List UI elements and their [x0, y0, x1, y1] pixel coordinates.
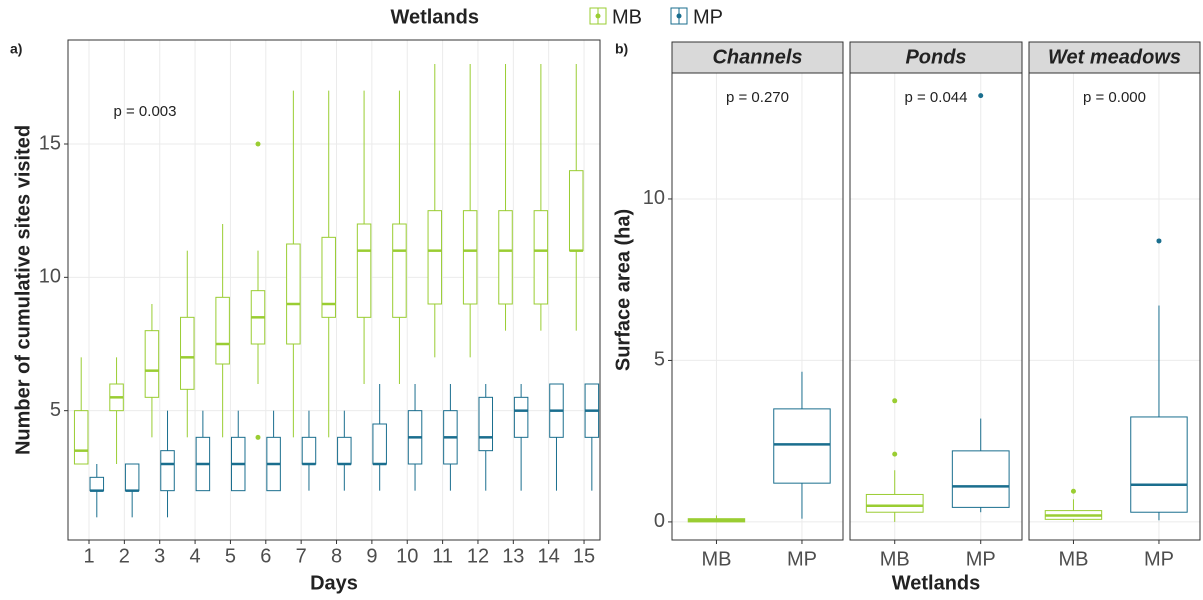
x-tick-label: 7 — [296, 545, 307, 567]
box — [513, 396, 529, 438]
box — [568, 170, 584, 252]
outlier — [255, 141, 261, 147]
outlier — [892, 398, 898, 404]
box — [462, 210, 478, 305]
x-tick-label: MB — [880, 548, 910, 570]
x-tick-label: MP — [966, 548, 996, 570]
x-tick-label: MP — [787, 548, 817, 570]
panel-label: a) — [10, 41, 22, 57]
box — [478, 396, 494, 452]
y-tick-label: 15 — [39, 132, 61, 154]
x-tick-label: 1 — [83, 545, 94, 567]
y-tick-label: 10 — [39, 266, 61, 288]
y-axis-title: Number of cumulative sites visited — [12, 125, 34, 455]
x-tick-label: 2 — [119, 545, 130, 567]
legend-key — [595, 13, 601, 19]
box — [1130, 416, 1188, 513]
facet-title: Channels — [712, 46, 802, 68]
outlier — [892, 451, 898, 457]
box — [498, 210, 513, 305]
facet-strip — [849, 41, 1023, 74]
x-tick-label: 15 — [573, 545, 595, 567]
x-tick-label: 12 — [467, 545, 489, 567]
x-tick-label: 10 — [396, 545, 418, 567]
box — [215, 296, 230, 365]
annotation: p = 0.044 — [905, 89, 968, 106]
annotation: p = 0.270 — [726, 89, 789, 106]
x-tick-label: MP — [1144, 548, 1174, 570]
x-tick-label: 5 — [225, 545, 236, 567]
annotation: p = 0.000 — [1083, 89, 1146, 106]
box — [301, 436, 317, 465]
box — [180, 316, 195, 390]
y-tick-label: 0 — [654, 510, 665, 532]
y-tick-label: 5 — [654, 349, 665, 371]
box — [321, 236, 336, 318]
box — [392, 223, 407, 318]
annotation: p = 0.003 — [114, 103, 177, 120]
facet-strip — [1028, 41, 1201, 74]
facet-strip — [671, 41, 844, 74]
box — [73, 410, 89, 465]
y-tick-label: 10 — [643, 187, 665, 209]
outlier — [255, 434, 261, 440]
legend-title: Wetlands — [390, 6, 479, 28]
legend-label: MB — [612, 6, 642, 28]
box — [89, 476, 105, 492]
x-tick-label: MB — [701, 548, 731, 570]
box — [356, 223, 372, 318]
plot-border — [67, 39, 601, 541]
box — [337, 436, 352, 465]
x-axis-title: Days — [310, 572, 358, 594]
legend-label: MP — [693, 6, 723, 28]
y-axis-title: Surface area (ha) — [612, 209, 634, 371]
x-tick-label: 13 — [502, 545, 524, 567]
facet-title: Ponds — [905, 46, 966, 68]
box — [286, 243, 301, 345]
x-tick-label: 11 — [432, 545, 453, 567]
box — [124, 463, 140, 492]
box — [865, 493, 924, 513]
x-tick-label: 3 — [154, 545, 165, 567]
outlier — [1156, 238, 1162, 244]
outlier — [1070, 488, 1076, 494]
x-tick-label: MB — [1058, 548, 1088, 570]
box — [372, 423, 387, 465]
box — [773, 408, 831, 484]
box — [951, 450, 1010, 508]
y-tick-label: 5 — [50, 399, 61, 421]
x-tick-label: 4 — [190, 545, 201, 567]
facet-title: Wet meadows — [1048, 46, 1181, 68]
outlier — [978, 93, 984, 99]
box — [160, 450, 175, 492]
legend-key — [676, 13, 682, 19]
box — [144, 330, 160, 398]
x-tick-label: 6 — [260, 545, 271, 567]
x-axis-title: Wetlands — [892, 572, 981, 594]
x-tick-label: 14 — [538, 545, 560, 567]
box — [427, 210, 443, 305]
panel-label: b) — [615, 41, 628, 57]
x-tick-label: 8 — [331, 545, 342, 567]
x-tick-label: 9 — [366, 545, 377, 567]
box — [533, 210, 549, 305]
